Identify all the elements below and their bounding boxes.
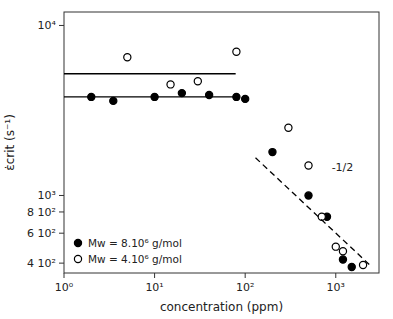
y-tick-label: 6 10²: [27, 227, 56, 240]
x-tick: [154, 273, 155, 278]
y-tick: [59, 233, 64, 234]
y-tick-label: 4 10²: [27, 257, 56, 270]
y-tick-label: 10⁴: [38, 19, 57, 32]
y-tick: [59, 195, 64, 196]
point: [269, 148, 276, 155]
point: [332, 243, 339, 250]
annotation: -1/2: [332, 161, 354, 174]
y-tick: [59, 263, 64, 264]
point: [110, 97, 117, 104]
y-tick: [59, 211, 64, 212]
reference-line: [64, 96, 236, 97]
chart: 10⁰ 10¹ 10² 10³ 4 10² 6 10² 8 10² 10³ 10⁴ concent…: [0, 0, 393, 319]
x-axis-label: concentration (ppm): [160, 300, 283, 314]
y-tick-label: 10³: [38, 189, 56, 202]
point: [339, 248, 346, 255]
point: [194, 78, 201, 85]
plot-frame: [64, 12, 379, 273]
point: [178, 90, 185, 97]
point: [305, 192, 312, 199]
y-axis-label: ε̇crit (s⁻¹): [3, 114, 17, 171]
point: [285, 124, 292, 131]
x-tick-label: 10¹: [145, 281, 163, 294]
x-tick-label: 10⁰: [55, 281, 74, 294]
point: [348, 263, 355, 270]
point: [233, 48, 240, 55]
x-tick: [245, 273, 246, 278]
point: [124, 54, 131, 61]
point: [167, 81, 174, 88]
x-tick: [64, 273, 65, 278]
legend: Mw = 8.10⁶ g/mol Mw = 4.10⁶ g/mol: [74, 237, 181, 265]
plot-data: [64, 48, 372, 270]
reference-line: [64, 73, 236, 74]
y-tick-label: 8 10²: [27, 206, 56, 219]
legend-marker: [74, 239, 81, 246]
x-tick-label: 10²: [236, 281, 254, 294]
point: [339, 256, 346, 263]
legend-label: Mw = 8.10⁶ g/mol: [88, 237, 182, 249]
y-tick: [59, 25, 64, 26]
legend-marker: [74, 255, 81, 262]
x-tick: [335, 273, 336, 278]
legend-label: Mw = 4.10⁶ g/mol: [88, 253, 182, 265]
point: [359, 261, 366, 268]
x-tick-label: 10³: [327, 281, 345, 294]
point: [305, 162, 312, 169]
dashed-line: [256, 158, 372, 267]
point: [242, 95, 249, 102]
